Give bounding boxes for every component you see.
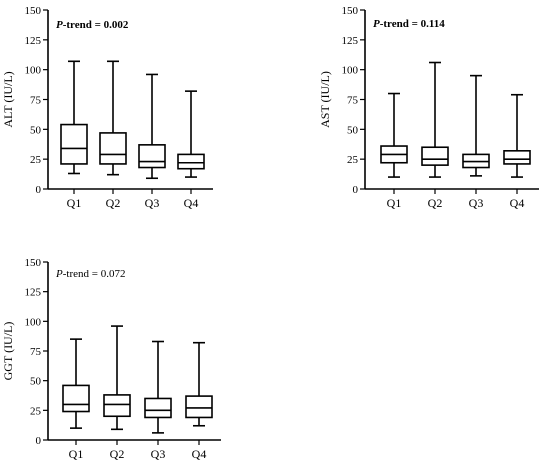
y-tick-label: 75 xyxy=(30,95,42,107)
iqr-box xyxy=(503,150,531,165)
y-tick-label: 0 xyxy=(36,184,42,196)
p-trend-annotation: P-trend = 0.072 xyxy=(55,268,125,280)
box-q1: Q1 xyxy=(60,60,88,210)
y-tick-label: 100 xyxy=(25,316,42,328)
box-q4: Q4 xyxy=(185,341,213,461)
p-trend-p: P xyxy=(373,18,380,30)
y-tick-label: 25 xyxy=(30,405,42,417)
box-q3: Q3 xyxy=(462,74,490,210)
y-tick-label: 0 xyxy=(353,184,359,196)
y-axis-title: GGT (IU/L) xyxy=(1,322,15,381)
y-tick-label: 0 xyxy=(36,435,42,447)
y-tick-label: 25 xyxy=(30,154,42,166)
y-tick-label: 125 xyxy=(25,35,42,47)
box-q3: Q3 xyxy=(144,340,172,461)
x-tick-label: Q4 xyxy=(192,447,207,461)
iqr-box xyxy=(62,384,90,413)
box-q1: Q1 xyxy=(380,92,408,210)
iqr-box xyxy=(144,397,172,419)
box-q3: Q3 xyxy=(138,73,166,210)
iqr-box xyxy=(421,146,449,166)
y-tick-label: 125 xyxy=(25,287,42,299)
x-tick-label: Q3 xyxy=(469,196,484,210)
box-q2: Q2 xyxy=(103,325,131,461)
y-tick-label: 75 xyxy=(347,95,359,107)
iqr-box xyxy=(177,153,205,170)
p-trend-value: -trend = 0.072 xyxy=(63,268,126,280)
y-tick-label: 50 xyxy=(347,124,359,136)
iqr-box xyxy=(99,132,127,165)
x-tick-label: Q4 xyxy=(184,196,199,210)
x-tick-label: Q4 xyxy=(510,196,525,210)
y-tick-label: 100 xyxy=(342,65,359,77)
y-axis-title: ALT (IU/L) xyxy=(1,71,15,127)
y-tick-label: 150 xyxy=(25,257,42,269)
x-tick-label: Q3 xyxy=(151,447,166,461)
y-tick-label: 75 xyxy=(30,346,42,358)
box-q2: Q2 xyxy=(421,61,449,210)
y-tick-label: 25 xyxy=(347,154,359,166)
y-tick-label: 50 xyxy=(30,376,42,388)
y-tick-label: 100 xyxy=(25,65,42,77)
x-tick-label: Q2 xyxy=(110,447,125,461)
p-trend-p: P xyxy=(55,268,63,280)
y-tick-label: 150 xyxy=(25,5,42,17)
box-q4: Q4 xyxy=(503,93,531,210)
x-tick-label: Q1 xyxy=(69,447,84,461)
p-trend-value: -trend = 0.002 xyxy=(63,19,129,31)
y-axis-title: AST (IU/L) xyxy=(318,71,332,128)
iqr-box xyxy=(185,395,213,419)
x-tick-label: Q2 xyxy=(428,196,443,210)
x-tick-label: Q1 xyxy=(67,196,82,210)
y-tick-label: 150 xyxy=(342,5,359,17)
p-trend-annotation: P-trend = 0.114 xyxy=(373,18,445,30)
p-trend-annotation: P-trend = 0.002 xyxy=(56,19,129,31)
iqr-box xyxy=(60,123,88,165)
box-q2: Q2 xyxy=(99,60,127,210)
p-trend-p: P xyxy=(56,19,63,31)
p-trend-value: -trend = 0.114 xyxy=(380,18,446,30)
x-tick-label: Q3 xyxy=(145,196,160,210)
box-q1: Q1 xyxy=(62,338,90,461)
chart-panel-ast: 0 25 50 75 100 125 150 AST (IU/L) P-trend = 0.11… xyxy=(318,5,539,210)
iqr-box xyxy=(103,394,131,418)
x-tick-label: Q2 xyxy=(106,196,121,210)
y-tick-label: 50 xyxy=(30,124,42,136)
box-q4: Q4 xyxy=(177,90,205,210)
chart-panel-ggt: 0 25 50 75 100 125 150 GGT (IU/L) P-trend = 0.07… xyxy=(1,257,221,461)
iqr-box xyxy=(138,144,166,169)
chart-panel-alt: 0 25 50 75 100 125 150 ALT (IU/L) P-trend = 0.00… xyxy=(1,5,213,210)
y-tick-label: 125 xyxy=(342,35,359,47)
x-tick-label: Q1 xyxy=(387,196,402,210)
